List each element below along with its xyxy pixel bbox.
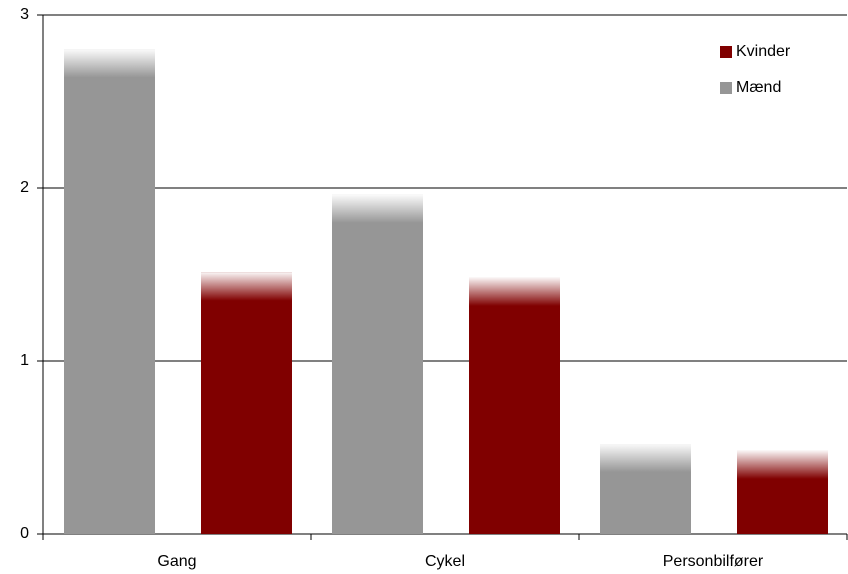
bar-highlight bbox=[64, 49, 155, 78]
bar-highlight bbox=[332, 194, 423, 223]
legend-label: Kvinder bbox=[736, 43, 791, 60]
bar-highlight bbox=[469, 277, 560, 306]
y-tick-label: 3 bbox=[20, 6, 29, 23]
y-tick-label: 1 bbox=[20, 352, 29, 369]
legend-label: Mænd bbox=[736, 79, 781, 96]
bar bbox=[469, 277, 560, 534]
y-tick-label: 2 bbox=[20, 179, 29, 196]
legend-swatch bbox=[720, 82, 732, 94]
legend-swatch bbox=[720, 46, 732, 58]
bar bbox=[64, 49, 155, 534]
x-tick-label: Personbilfører bbox=[663, 553, 764, 570]
bar bbox=[332, 194, 423, 535]
bar-highlight bbox=[600, 444, 691, 473]
bar-highlight bbox=[201, 272, 292, 301]
y-tick-label: 0 bbox=[20, 525, 29, 542]
bar-highlight bbox=[737, 450, 828, 479]
x-tick-label: Gang bbox=[157, 553, 196, 570]
bar bbox=[201, 272, 292, 534]
x-tick-label: Cykel bbox=[425, 553, 465, 570]
